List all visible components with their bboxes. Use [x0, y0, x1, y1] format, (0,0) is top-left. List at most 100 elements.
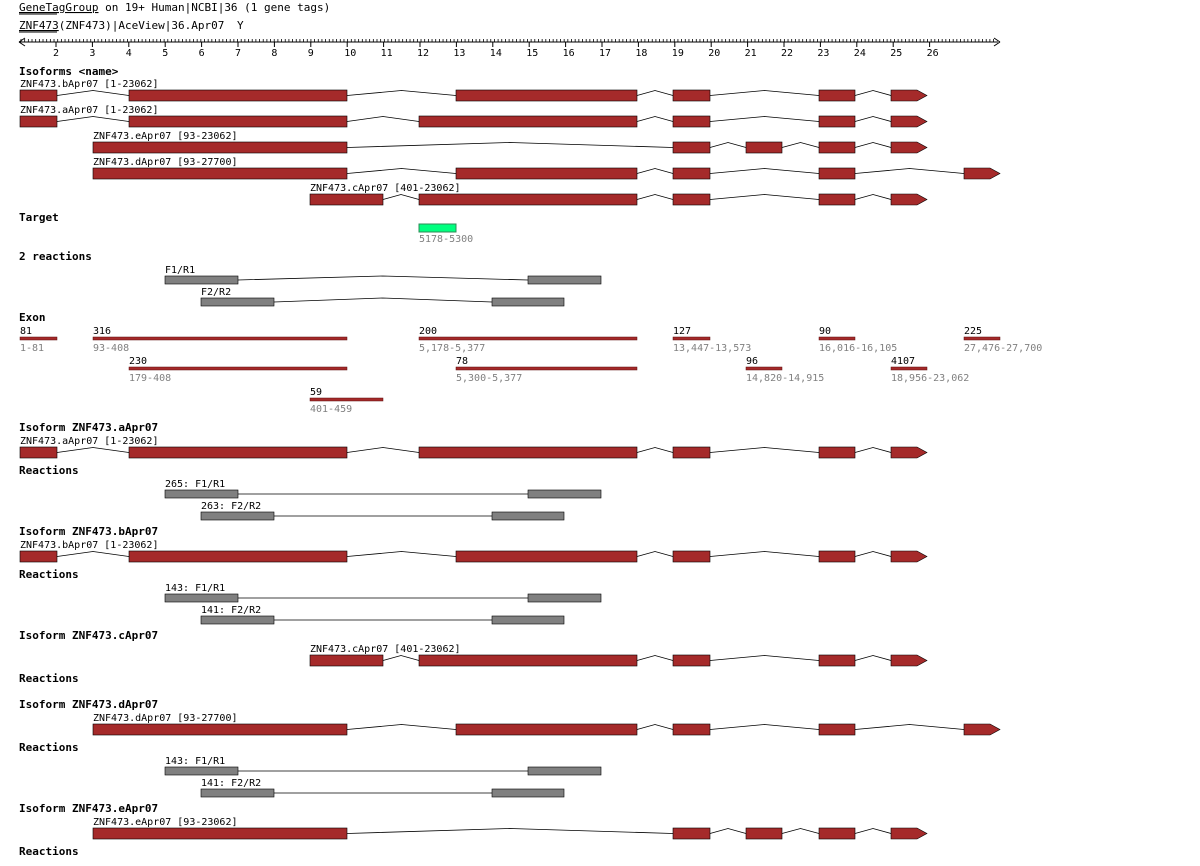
intron-line [854, 116, 892, 122]
isoform-a-track[interactable] [19, 446, 928, 459]
isoform-label-e[interactable]: ZNF473.eApr07 [93-23062] [93, 131, 238, 142]
ruler-tick-label: 17 [599, 48, 611, 59]
intron-line [636, 194, 674, 200]
isoform-track-d[interactable] [92, 167, 1001, 180]
reaction-b1-track[interactable] [164, 593, 602, 603]
exon-bar [128, 366, 348, 371]
reaction-d2-label: 141: F2/R2 [201, 778, 261, 789]
intron-line [781, 828, 820, 834]
isoform-c-track[interactable] [309, 654, 928, 667]
reaction-d1-track[interactable] [164, 766, 602, 776]
intron-line [854, 551, 892, 557]
exon-range-label: 13,447-13,573 [673, 343, 751, 354]
exon-block [455, 167, 638, 180]
isoform-d-track[interactable] [92, 723, 1001, 736]
target-bar[interactable] [418, 223, 457, 233]
intron-line [854, 168, 965, 174]
genetaggroup-link[interactable]: GeneTagGroup [19, 1, 98, 14]
ruler-tick-label: 14 [490, 48, 502, 59]
isoform-track-c[interactable] [309, 193, 928, 206]
isoform-label-c[interactable]: ZNF473.cApr07 [401-23062] [310, 183, 461, 194]
intron-line [709, 447, 820, 453]
isoform-a-heading: Isoform ZNF473.aApr07 [19, 421, 158, 434]
primer-track-f2r2[interactable] [200, 297, 565, 307]
exon-arrow [963, 167, 1001, 180]
isoform-b-label[interactable]: ZNF473.bApr07 [1-23062] [20, 540, 158, 551]
exon-arrow [890, 193, 928, 206]
exon-range-label: 18,956-23,062 [891, 373, 969, 384]
intron-line [346, 828, 674, 834]
exon-arrow [890, 115, 928, 128]
menu-icon[interactable]: Y [237, 19, 244, 32]
intron-line [709, 116, 820, 122]
primer-label-f1r1: F1/R1 [165, 265, 195, 276]
exon-size-label: 4107 [891, 356, 915, 367]
reaction-a2-label: 263: F2/R2 [201, 501, 261, 512]
reaction-a1-track[interactable] [164, 489, 602, 499]
reaction-b1-label: 143: F1/R1 [165, 583, 225, 594]
isoform-label-d[interactable]: ZNF473.dApr07 [93-27700] [93, 157, 238, 168]
primer-link [273, 297, 493, 303]
reaction-a2-track[interactable] [200, 511, 565, 521]
isoforms-heading: Isoforms <name> [19, 65, 119, 78]
isoform-c-label[interactable]: ZNF473.cApr07 [401-23062] [310, 644, 461, 655]
intron-line [709, 90, 820, 96]
isoform-a-label[interactable]: ZNF473.aApr07 [1-23062] [20, 436, 158, 447]
intron-line [636, 655, 674, 661]
exon-arrow [890, 654, 928, 667]
exon-arrow [890, 89, 928, 102]
primer-track-f1r1[interactable] [164, 275, 602, 285]
isoform-b-track[interactable] [19, 550, 928, 563]
exon-size-label: 127 [673, 326, 691, 337]
intron-line [854, 142, 892, 148]
intron-line [636, 116, 674, 122]
gene-link[interactable]: ZNF473 [19, 19, 59, 32]
isoform-track-e[interactable] [92, 141, 928, 154]
exon-block [818, 167, 856, 180]
isoform-track-b[interactable] [19, 89, 928, 102]
reactions-c-heading: Reactions [19, 672, 79, 685]
ruler-tick-label: 22 [781, 48, 793, 59]
isoform-track-a[interactable] [19, 115, 928, 128]
reaction-b2-track[interactable] [200, 615, 565, 625]
isoform-label-a[interactable]: ZNF473.aApr07 [1-23062] [20, 105, 158, 116]
isoform-label-b[interactable]: ZNF473.bApr07 [1-23062] [20, 79, 158, 90]
ruler-tick-label: 26 [927, 48, 939, 59]
exon-size-label: 230 [129, 356, 147, 367]
exon-block [455, 723, 638, 736]
isoform-e-label[interactable]: ZNF473.eApr07 [93-23062] [93, 817, 238, 828]
exon-list: 81 1-81 316 93-408 200 5,178-5,377 127 13,447-1… [19, 326, 1042, 415]
primer-forward [164, 489, 239, 499]
intron-line [781, 142, 820, 148]
isoform-d-label[interactable]: ZNF473.dApr07 [93-27700] [93, 713, 238, 724]
exon-arrow [890, 446, 928, 459]
intron-line [709, 168, 820, 174]
ruler-tick-label: 13 [453, 48, 465, 59]
isoform-b-heading: Isoform ZNF473.bApr07 [19, 525, 158, 538]
reactions-e-heading: Reactions [19, 845, 79, 858]
ruler: 2 3 4 5 6 7 8 9 10 11 12 13 14 15 16 17 18 19 20 21 22 23 24 25… [18, 37, 1001, 59]
exon-block [19, 550, 58, 563]
exon-range-label: 93-408 [93, 343, 129, 354]
intron-line [854, 828, 892, 834]
reaction-d2-track[interactable] [200, 788, 565, 798]
intron-line [346, 724, 457, 730]
ruler-tick-label: 20 [708, 48, 720, 59]
exon-heading: Exon [19, 311, 46, 324]
isoform-e-track[interactable] [92, 827, 928, 840]
ruler-tick-label: 23 [817, 48, 829, 59]
exon-block [19, 115, 58, 128]
intron-line [709, 194, 820, 200]
intron-line [636, 90, 674, 96]
exon-bar [890, 366, 928, 371]
exon-size-label: 59 [310, 387, 322, 398]
exon-block [309, 193, 384, 206]
exon-block [672, 654, 711, 667]
ruler-tick-label: 10 [344, 48, 356, 59]
primer-link [237, 275, 529, 281]
exon-block [128, 446, 348, 459]
intron-line [56, 116, 130, 122]
ruler-tick-label: 25 [890, 48, 902, 59]
primer-reverse [527, 275, 602, 285]
intron-line [346, 447, 420, 453]
